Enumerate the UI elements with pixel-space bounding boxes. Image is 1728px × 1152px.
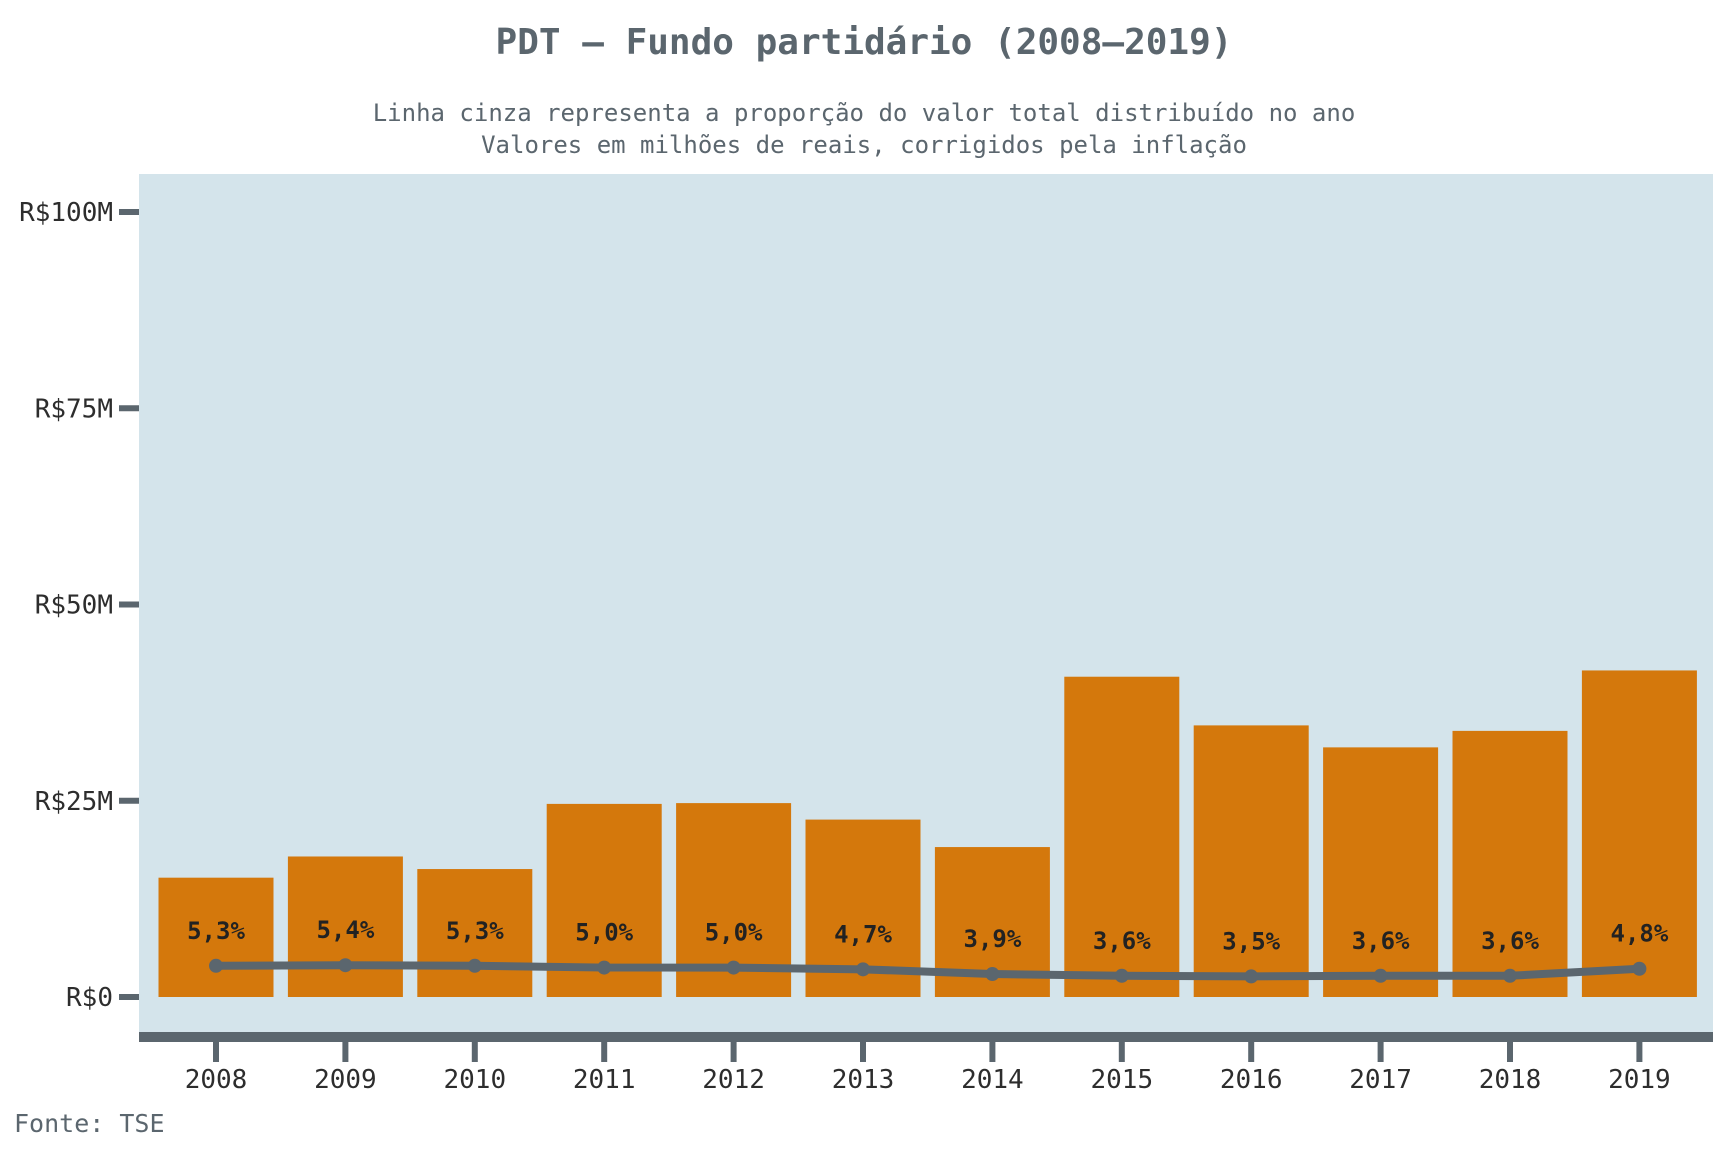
proportion-line — [212, 961, 1644, 981]
percentage-label-2008: 5,3% — [187, 917, 245, 945]
proportion-point-2011 — [597, 960, 612, 975]
bar-2015 — [1064, 676, 1180, 997]
proportion-point-2018 — [1503, 968, 1517, 983]
source-note: Fonte: TSE — [14, 1109, 165, 1138]
x-tick-label: 2012 — [702, 1065, 765, 1095]
y-tick-label: R$75M — [35, 394, 113, 424]
x-tick-label: 2013 — [832, 1065, 895, 1095]
percentage-label-2019: 4,8% — [1611, 920, 1669, 948]
x-tick-label: 2019 — [1608, 1065, 1671, 1095]
bar-2008 — [158, 877, 274, 997]
y-tick-label: R$25M — [35, 787, 113, 817]
chart-title: PDT – Fundo partidário (2008–2019) — [496, 22, 1233, 63]
x-axis: 2008 2009 2010 2011 2012 2013 2014 2015 2016 2017… — [185, 1042, 1671, 1095]
chart-subtitle-line-1: Linha cinza representa a proporção do va… — [373, 99, 1356, 127]
proportion-point-2010 — [467, 958, 482, 973]
percentage-label-2012: 5,0% — [705, 919, 763, 947]
percentage-label-2016: 3,5% — [1222, 927, 1280, 955]
y-tick-label: R$50M — [35, 591, 113, 621]
percentage-label-2017: 3,6% — [1352, 927, 1410, 955]
bar-2010 — [417, 869, 533, 997]
percentage-label-2013: 4,7% — [834, 920, 892, 948]
proportion-point-2008 — [209, 958, 223, 973]
x-tick-label: 2016 — [1220, 1065, 1283, 1095]
percentage-label-2015: 3,6% — [1093, 927, 1151, 955]
proportion-line-layer — [209, 958, 1647, 984]
x-tick-label: 2010 — [443, 1065, 506, 1095]
chart-subtitle-line-2: Valores em milhões de reais, corrigidos … — [481, 131, 1247, 159]
x-tick-label: 2008 — [185, 1065, 248, 1095]
proportion-point-2019 — [1632, 961, 1647, 976]
proportion-point-2009 — [338, 958, 353, 973]
y-tick-label: R$0 — [66, 983, 113, 1013]
percentage-label-2010: 5,3% — [446, 917, 504, 945]
x-tick-label: 2018 — [1479, 1065, 1542, 1095]
percentage-label-2018: 3,6% — [1481, 927, 1539, 955]
percentage-label-2014: 3,9% — [964, 925, 1022, 953]
proportion-point-2016 — [1244, 969, 1259, 984]
percentage-label-2009: 5,4% — [317, 916, 375, 944]
proportion-point-2013 — [856, 962, 870, 977]
percentage-label-2011: 5,0% — [575, 919, 633, 947]
y-axis: R$0 R$25M R$50M R$75M R$100M — [19, 198, 139, 1013]
x-tick-label: 2011 — [573, 1065, 636, 1095]
y-tick-label: R$100M — [19, 198, 113, 228]
x-tick-label: 2017 — [1349, 1065, 1412, 1095]
bar-2019 — [1581, 670, 1697, 997]
proportion-point-2012 — [726, 960, 741, 975]
proportion-point-2017 — [1373, 968, 1388, 983]
x-tick-label: 2014 — [961, 1065, 1024, 1095]
bar-2016 — [1193, 725, 1309, 997]
x-tick-label: 2015 — [1090, 1065, 1153, 1095]
bar-2018 — [1452, 730, 1568, 997]
proportion-point-2015 — [1114, 968, 1129, 983]
x-axis-line — [139, 1032, 1713, 1042]
bar-2017 — [1323, 747, 1439, 997]
percentage-labels: 5,3% 5,4% 5,3% 5,0% 5,0% 4,7% 3,9% 3,6% 3,5% 3,6%… — [187, 916, 1669, 955]
x-tick-label: 2009 — [314, 1065, 377, 1095]
proportion-point-2014 — [985, 967, 1000, 982]
bar-2009 — [287, 856, 403, 997]
